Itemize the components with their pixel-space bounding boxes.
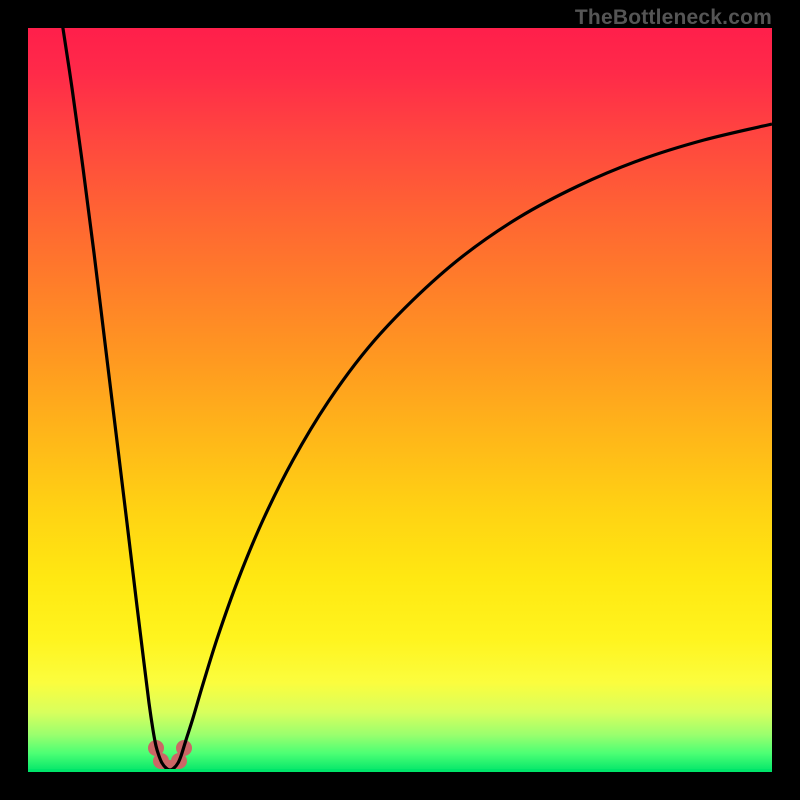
outer-frame: TheBottleneck.com (0, 0, 800, 800)
bottleneck-curve (62, 28, 772, 770)
plot-area (28, 28, 772, 772)
attribution-label: TheBottleneck.com (575, 6, 772, 30)
curve-layer (28, 28, 772, 772)
green-baseline (28, 769, 772, 772)
